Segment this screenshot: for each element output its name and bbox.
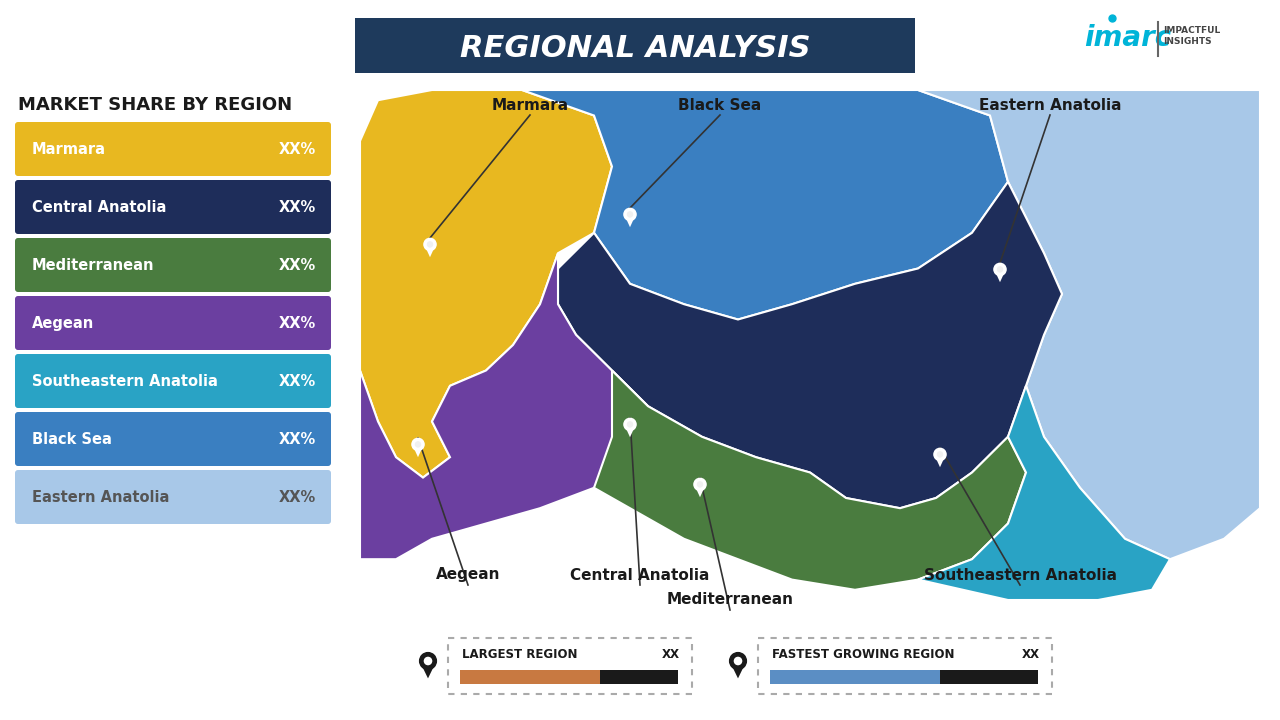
Circle shape — [627, 212, 632, 217]
Text: Southeastern Anatolia: Southeastern Anatolia — [923, 567, 1116, 582]
FancyBboxPatch shape — [15, 354, 332, 408]
Circle shape — [730, 652, 746, 670]
Polygon shape — [558, 182, 1062, 508]
Text: XX%: XX% — [279, 431, 316, 446]
Text: LARGEST REGION: LARGEST REGION — [462, 649, 577, 662]
Circle shape — [937, 452, 942, 457]
Polygon shape — [594, 371, 1027, 590]
Polygon shape — [731, 664, 745, 678]
Bar — [771, 670, 940, 684]
FancyBboxPatch shape — [15, 470, 332, 524]
Polygon shape — [421, 664, 435, 678]
FancyBboxPatch shape — [448, 638, 692, 694]
Circle shape — [997, 267, 1002, 272]
Text: Aegean: Aegean — [435, 567, 500, 582]
Text: XX%: XX% — [279, 315, 316, 330]
Circle shape — [623, 208, 636, 220]
Circle shape — [993, 264, 1006, 276]
Polygon shape — [360, 253, 648, 559]
Text: Southeastern Anatolia: Southeastern Anatolia — [32, 374, 218, 389]
FancyBboxPatch shape — [15, 238, 332, 292]
Text: Central Anatolia: Central Anatolia — [571, 567, 709, 582]
FancyBboxPatch shape — [15, 122, 332, 176]
Text: Marmara: Marmara — [32, 142, 106, 156]
Polygon shape — [360, 90, 612, 477]
Text: IMPACTFUL
INSIGHTS: IMPACTFUL INSIGHTS — [1164, 26, 1220, 46]
Text: Aegean: Aegean — [32, 315, 95, 330]
Bar — [600, 670, 678, 684]
Text: Eastern Anatolia: Eastern Anatolia — [979, 97, 1121, 112]
Circle shape — [425, 657, 431, 665]
Bar — [460, 670, 600, 684]
Text: Mediterranean: Mediterranean — [667, 593, 794, 608]
Text: XX%: XX% — [279, 142, 316, 156]
Polygon shape — [934, 456, 945, 467]
Text: Black Sea: Black Sea — [678, 97, 762, 112]
Polygon shape — [425, 246, 435, 257]
Text: XX%: XX% — [279, 374, 316, 389]
Polygon shape — [625, 426, 635, 437]
Circle shape — [424, 238, 436, 251]
Text: FASTEST GROWING REGION: FASTEST GROWING REGION — [772, 649, 955, 662]
Circle shape — [420, 652, 436, 670]
Text: XX%: XX% — [279, 199, 316, 215]
Text: XX: XX — [662, 649, 680, 662]
Polygon shape — [522, 90, 1009, 320]
Circle shape — [694, 478, 707, 490]
Polygon shape — [918, 386, 1170, 600]
Text: XX%: XX% — [279, 490, 316, 505]
Text: Central Anatolia: Central Anatolia — [32, 199, 166, 215]
Text: MARKET SHARE BY REGION: MARKET SHARE BY REGION — [18, 96, 292, 114]
Circle shape — [627, 422, 632, 427]
Bar — [355, 18, 915, 73]
Circle shape — [934, 449, 946, 461]
Polygon shape — [695, 486, 705, 498]
Polygon shape — [918, 90, 1260, 559]
Circle shape — [698, 482, 703, 487]
Circle shape — [416, 442, 421, 447]
Polygon shape — [995, 271, 1005, 282]
FancyBboxPatch shape — [15, 180, 332, 234]
FancyBboxPatch shape — [758, 638, 1052, 694]
Text: Black Sea: Black Sea — [32, 431, 111, 446]
Circle shape — [623, 418, 636, 431]
Text: Marmara: Marmara — [492, 97, 568, 112]
Bar — [940, 670, 1038, 684]
Text: XX%: XX% — [279, 258, 316, 272]
Polygon shape — [413, 446, 424, 457]
FancyBboxPatch shape — [15, 296, 332, 350]
Circle shape — [412, 438, 424, 451]
Polygon shape — [625, 216, 635, 228]
Circle shape — [735, 657, 741, 665]
Text: XX: XX — [1021, 649, 1039, 662]
Circle shape — [428, 242, 433, 247]
FancyBboxPatch shape — [15, 412, 332, 466]
Text: Eastern Anatolia: Eastern Anatolia — [32, 490, 169, 505]
Text: Mediterranean: Mediterranean — [32, 258, 155, 272]
Text: REGIONAL ANALYSIS: REGIONAL ANALYSIS — [460, 34, 810, 63]
Text: imarc: imarc — [1084, 24, 1171, 52]
